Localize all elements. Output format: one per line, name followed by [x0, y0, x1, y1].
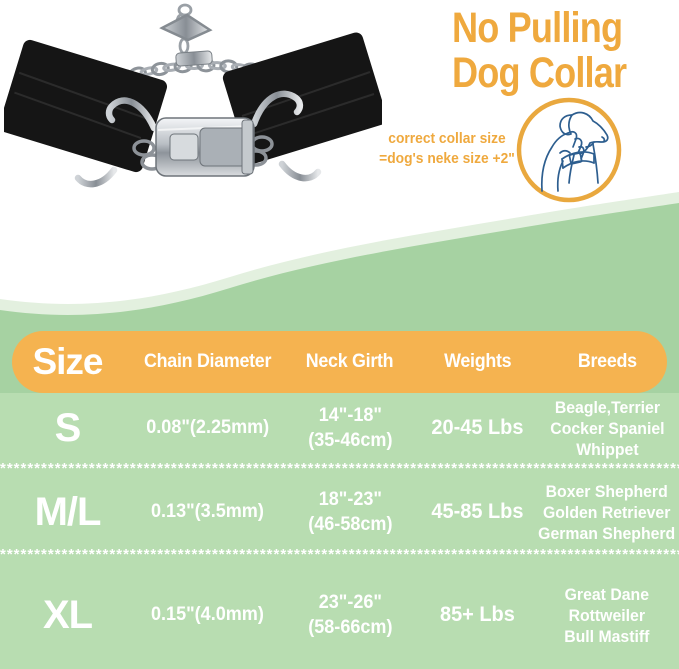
quick-release-buckle-icon: [156, 118, 254, 176]
product-title-line1: No Pulling: [452, 6, 626, 51]
row-separator: ****************************************…: [0, 549, 679, 561]
cell-chain-diameter: 0.08"(2.25mm): [146, 417, 269, 439]
fit-note-line2: =dog's neke size +2": [374, 149, 519, 169]
cell-breeds: Boxer Shepherd Golden Retriever German S…: [538, 481, 675, 544]
cell-size: S: [55, 406, 81, 451]
cell-breeds: Great Dane Rottweiler Bull Mastiff: [564, 584, 649, 647]
header-size: Size: [32, 341, 102, 383]
swivel-clasp-icon: [162, 15, 210, 40]
product-title: No Pulling Dog Collar: [452, 6, 659, 96]
row-separator: ****************************************…: [0, 463, 679, 475]
size-chart-header: Size Chain Diameter Neck Girth Weights B…: [0, 331, 679, 393]
header-neck-girth: Neck Girth: [306, 351, 394, 373]
header-breeds: Breeds: [578, 351, 637, 373]
size-chart-body: S 0.08"(2.25mm) 14"-18" (35-46cm) 20-45 …: [0, 393, 679, 669]
cell-neck-girth: 18"-23" (46-58cm): [308, 487, 392, 537]
cell-neck-girth: 23"-26" (58-66cm): [308, 590, 392, 640]
cell-size: M/L: [35, 490, 101, 535]
prong-collar-photo: [4, 0, 382, 217]
product-title-line2: Dog Collar: [452, 51, 626, 96]
header-weights: Weights: [444, 351, 511, 373]
fit-note-line1: correct collar size: [374, 129, 519, 149]
cell-weights: 85+ Lbs: [440, 603, 515, 627]
cell-weights: 45-85 Lbs: [431, 500, 523, 524]
table-row-ml: M/L 0.13"(3.5mm) 18"-23" (46-58cm) 45-85…: [0, 475, 679, 549]
fit-note: correct collar size =dog's neke size +2": [368, 129, 526, 169]
cell-weights: 20-45 Lbs: [431, 416, 523, 440]
cell-chain-diameter: 0.13"(3.5mm): [151, 501, 264, 523]
cell-neck-girth: 14"-18" (35-46cm): [308, 403, 392, 453]
product-infographic: No Pulling Dog Collar correct collar siz…: [0, 0, 679, 669]
dog-collar-fit-icon: [514, 95, 624, 210]
cell-chain-diameter: 0.15"(4.0mm): [151, 604, 264, 626]
table-row-xl: XL 0.15"(4.0mm) 23"-26" (58-66cm) 85+ Lb…: [0, 561, 679, 669]
cell-size: XL: [43, 593, 92, 638]
table-row-s: S 0.08"(2.25mm) 14"-18" (35-46cm) 20-45 …: [0, 393, 679, 463]
header-chain-diameter: Chain Diameter: [144, 351, 271, 373]
cell-breeds: Beagle,Terrier Cocker Spaniel Whippet: [550, 397, 664, 460]
chain-center-plate-icon: [176, 51, 213, 66]
